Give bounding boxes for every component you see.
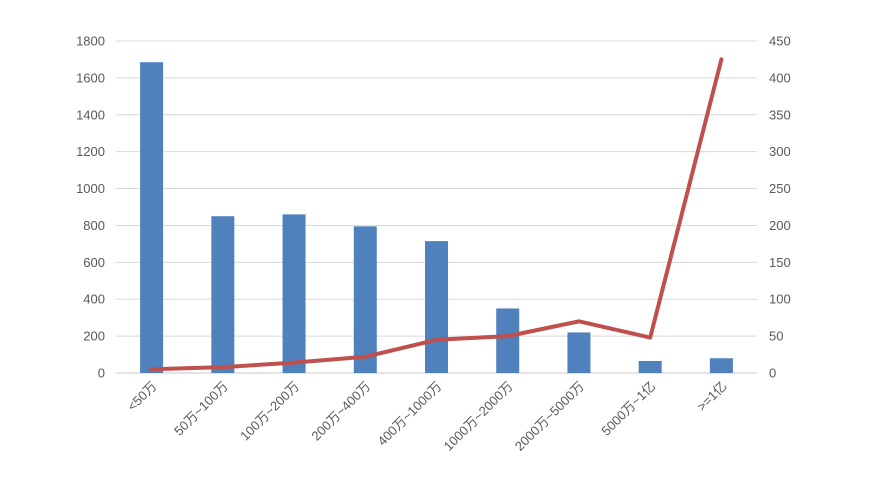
x-axis-label: 50万~100万 xyxy=(171,379,231,439)
left-axis-tick: 1400 xyxy=(76,107,105,122)
left-axis-tick: 400 xyxy=(83,292,105,307)
bar[interactable] xyxy=(496,308,520,373)
bar[interactable] xyxy=(211,216,235,373)
x-axis-label: 200万~400万 xyxy=(308,379,373,444)
bar[interactable] xyxy=(353,226,377,373)
left-axis-tick: 0 xyxy=(98,366,105,381)
left-axis-tick: 1000 xyxy=(76,181,105,196)
x-axis-label: 100万~200万 xyxy=(237,379,302,444)
left-axis-tick: 800 xyxy=(83,218,105,233)
x-axis-label: 400万~1000万 xyxy=(374,379,444,449)
left-axis-tick: 1800 xyxy=(76,34,105,49)
left-axis-tick: 600 xyxy=(83,255,105,270)
bar[interactable] xyxy=(140,62,164,373)
right-axis-tick: 300 xyxy=(769,144,791,159)
bar[interactable] xyxy=(638,361,662,373)
bar[interactable] xyxy=(425,241,448,373)
right-axis-tick: 150 xyxy=(769,255,791,270)
right-axis-tick: 350 xyxy=(769,107,791,122)
right-axis-tick: 200 xyxy=(769,218,791,233)
x-axis-label: <50万 xyxy=(124,379,159,414)
line-series[interactable] xyxy=(149,57,724,372)
x-axis-label: >=1亿 xyxy=(694,379,730,415)
left-axis-tick: 1600 xyxy=(76,70,105,85)
right-axis-tick: 400 xyxy=(769,70,791,85)
right-axis-tick: 0 xyxy=(769,366,776,381)
bar[interactable] xyxy=(709,358,733,373)
right-axis-tick: 100 xyxy=(769,292,791,307)
x-axis-label: 1000万~2000万 xyxy=(441,379,516,454)
x-axis-label: 2000万~5000万 xyxy=(512,379,587,454)
right-axis-tick: 450 xyxy=(769,34,791,49)
x-axis-label: 5000万~1亿 xyxy=(598,379,658,439)
bar[interactable] xyxy=(567,332,591,373)
bar[interactable] xyxy=(282,214,306,373)
left-axis-tick: 200 xyxy=(83,329,105,344)
right-axis-tick: 250 xyxy=(769,181,791,196)
right-axis-tick: 50 xyxy=(769,329,783,344)
left-axis-tick: 1200 xyxy=(76,144,105,159)
